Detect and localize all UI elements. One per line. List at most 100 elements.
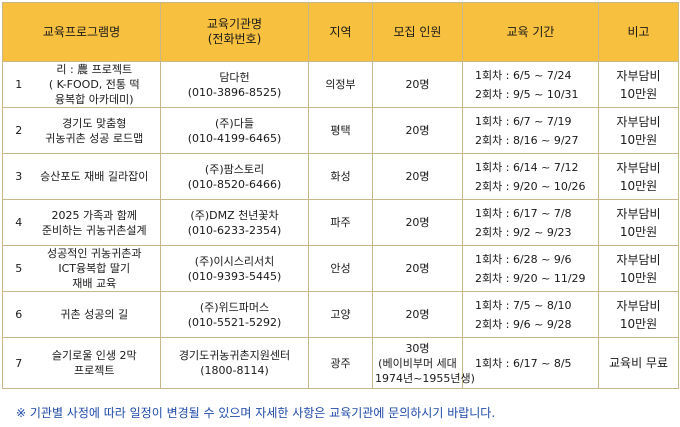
period-cell: 1회차 : 6/14 ~ 7/12 2회차 : 9/20 ~ 10/26 <box>462 153 599 200</box>
period-cell: 1회차 : 6/7 ~ 7/19 2회차 : 8/16 ~ 9/27 <box>462 107 599 154</box>
org-cell: (주)이시스리서치 (010-9393-5445) <box>160 245 309 292</box>
program-name-line: 귀촌 성공의 길 <box>60 308 129 321</box>
period-cell: 1회차 : 7/5 ~ 8/10 2회차 : 9/6 ~ 9/28 <box>462 291 599 338</box>
note-cell-line: 자부담비 <box>616 252 661 267</box>
recruit-cell-line: 20명 <box>405 216 430 229</box>
program-name: 승산포도 재배 길라잡이 <box>28 153 161 200</box>
org-cell: 담다헌 (010-3896-8525) <box>160 61 309 108</box>
note-cell: 자부담비 10만원 <box>598 291 679 338</box>
recruit-cell-line: 20명 <box>405 308 430 321</box>
row-number: 3 <box>2 153 29 200</box>
program-name-line: ICT융복합 딸기 <box>58 262 131 275</box>
table-header-row: 교육프로그램명 교육기관명 (전화번호) 지역 모집 인원 교육 기간 비고 <box>2 2 679 62</box>
period-cell-line: 2회차 : 9/20 ~ 11/29 <box>475 271 586 285</box>
table-row: 1 리 : 農 프로젝트 ( K-FOOD, 전통 떡 융복합 아카데미) 담다헌 (01… <box>2 61 679 108</box>
header-org: 교육기관명 (전화번호) <box>160 2 309 62</box>
period-cell: 1회차 : 6/17 ~ 7/8 2회차 : 9/2 ~ 9/23 <box>462 199 599 246</box>
program-name: 귀촌 성공의 길 <box>28 291 161 338</box>
org-cell: (주)팜스토리 (010-8520-6466) <box>160 153 309 200</box>
recruit-cell-line: (베이비부머 세대 <box>378 356 457 370</box>
region-cell: 평택 <box>308 107 373 154</box>
period-cell-line: 1회차 : 6/17 ~ 7/8 <box>475 206 572 220</box>
program-name-line: 2025 가족과 함께 <box>51 208 138 222</box>
program-name-line: 경기도 맞춤형 <box>62 116 127 130</box>
org-cell-line: (010-9393-5445) <box>187 269 282 283</box>
note-cell-line: 10만원 <box>619 86 658 101</box>
program-name-line: 귀농귀촌 성공 로드맵 <box>45 131 144 145</box>
period-cell-line: 2회차 : 8/16 ~ 9/27 <box>475 133 579 147</box>
region-cell: 광주 <box>308 337 373 389</box>
table-row: 7 슬기로울 인생 2막 프로젝트 경기도귀농귀촌지원센터 (1800-8114) 광주 3… <box>2 337 679 389</box>
note-cell: 자부담비 10만원 <box>598 61 679 108</box>
period-cell: 1회차 : 6/5 ~ 7/24 2회차 : 9/5 ~ 10/31 <box>462 61 599 108</box>
period-cell-line: 2회차 : 9/6 ~ 9/28 <box>475 317 572 331</box>
org-cell: (주)다들 (010-4199-6465) <box>160 107 309 154</box>
recruit-cell: 20명 <box>372 291 463 338</box>
program-name-line: 프로젝트 <box>74 364 115 377</box>
note-cell-line: 자부담비 <box>616 160 661 175</box>
header-recruit: 모집 인원 <box>372 2 463 62</box>
note-cell: 자부담비 10만원 <box>598 153 679 200</box>
header-org-line1: 교육기관명 <box>206 17 263 31</box>
program-name: 리 : 農 프로젝트 ( K-FOOD, 전통 떡 융복합 아카데미) <box>28 61 161 108</box>
period-cell-line: 1회차 : 6/28 ~ 9/6 <box>475 252 572 266</box>
org-cell-line: (1800-8114) <box>200 364 269 377</box>
org-cell-line: (주)위드파머스 <box>199 300 270 314</box>
program-name: 2025 가족과 함께 준비하는 귀농귀촌설계 <box>28 199 161 246</box>
period-cell: 1회차 : 6/17 ~ 8/5 <box>462 337 599 389</box>
header-program: 교육프로그램명 <box>2 2 161 62</box>
period-cell-line: 1회차 : 6/7 ~ 7/19 <box>475 114 572 128</box>
note-cell-line: 자부담비 <box>616 114 661 129</box>
note-cell: 자부담비 10만원 <box>598 199 679 246</box>
row-number: 6 <box>2 291 29 338</box>
note-cell: 자부담비 10만원 <box>598 245 679 292</box>
table-row: 2 경기도 맞춤형 귀농귀촌 성공 로드맵 (주)다들 (010-4199-6465) 평… <box>2 107 679 154</box>
period-cell-line: 1회차 : 6/14 ~ 7/12 <box>475 160 579 174</box>
row-number: 2 <box>2 107 29 154</box>
program-name: 경기도 맞춤형 귀농귀촌 성공 로드맵 <box>28 107 161 154</box>
org-cell-line: (주)이시스리서치 <box>194 254 275 268</box>
org-cell-line: (010-4199-6465) <box>187 131 282 145</box>
note-cell-line: 10만원 <box>619 178 658 193</box>
recruit-cell: 20명 <box>372 199 463 246</box>
note-cell-line: 10만원 <box>619 224 658 239</box>
org-cell: (주)DMZ 천년꽃차 (010-6233-2354) <box>160 199 309 246</box>
org-cell-line: (주)팜스토리 <box>204 162 265 176</box>
recruit-cell-line: 30명 <box>405 341 430 355</box>
region-cell: 화성 <box>308 153 373 200</box>
program-name: 성공적인 귀농귀촌과 ICT융복합 딸기 재배 교육 <box>28 245 161 292</box>
note-cell-line: 자부담비 <box>616 206 661 221</box>
recruit-cell: 20명 <box>372 61 463 108</box>
header-region: 지역 <box>308 2 373 62</box>
org-cell-line: (010-3896-8525) <box>187 85 282 99</box>
region-cell: 파주 <box>308 199 373 246</box>
table-row: 5 성공적인 귀농귀촌과 ICT융복합 딸기 재배 교육 (주)이시스리서치 (010-9… <box>2 245 679 292</box>
note-cell: 자부담비 10만원 <box>598 107 679 154</box>
table-row: 3 승산포도 재배 길라잡이 (주)팜스토리 (010-8520-6466) 화성 20명… <box>2 153 679 200</box>
program-name-line: 재배 교육 <box>72 277 117 290</box>
note-cell-line: 10만원 <box>619 270 658 285</box>
row-number: 1 <box>2 61 29 108</box>
org-cell: (주)위드파머스 (010-5521-5292) <box>160 291 309 338</box>
education-program-table: 교육프로그램명 교육기관명 (전화번호) 지역 모집 인원 교육 기간 비고 1… <box>2 2 679 389</box>
program-name-line: 리 : 農 프로젝트 <box>56 63 133 76</box>
recruit-cell: 30명 (베이비부머 세대 1974년~1955년생) <box>372 337 475 389</box>
table-row: 6 귀촌 성공의 길 (주)위드파머스 (010-5521-5292) 고양 20명 1회차… <box>2 291 679 338</box>
row-number: 5 <box>2 245 29 292</box>
program-name-line: 슬기로울 인생 2막 <box>51 349 137 362</box>
header-org-line2: (전화번호) <box>207 32 262 46</box>
period-cell-line: 2회차 : 9/2 ~ 9/23 <box>475 225 572 239</box>
period-cell-line: 1회차 : 6/17 ~ 8/5 <box>475 356 572 370</box>
row-number: 4 <box>2 199 29 246</box>
region-cell: 안성 <box>308 245 373 292</box>
note-cell-line: 자부담비 <box>616 298 661 313</box>
note-cell-line: 10만원 <box>619 316 658 331</box>
org-cell-line: 경기도귀농귀촌지원센터 <box>178 349 291 362</box>
recruit-cell-line: 20명 <box>405 262 430 275</box>
note-cell-line: 자부담비 <box>616 68 661 83</box>
header-period: 교육 기간 <box>462 2 599 62</box>
recruit-cell-line: 20명 <box>405 170 430 183</box>
